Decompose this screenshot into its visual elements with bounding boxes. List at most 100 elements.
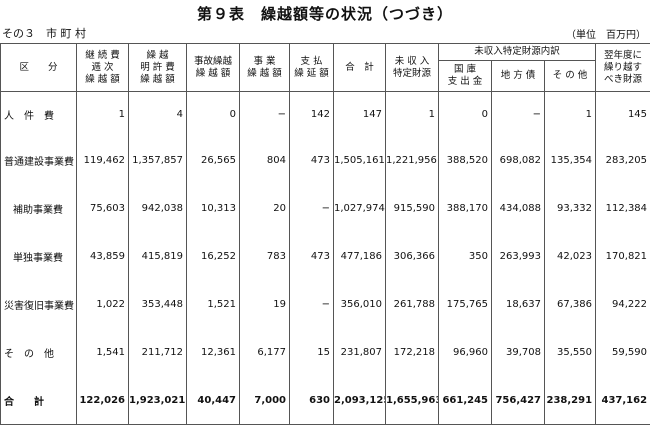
table-cell: 16,252	[186, 232, 240, 280]
table-cell: 2,093,125	[333, 376, 386, 425]
table-cell: −	[289, 280, 334, 328]
unit-label: （単位 百万円）	[566, 30, 646, 41]
table-cell: 135,354	[543, 136, 597, 184]
table-cell: 1,923,021	[128, 376, 187, 425]
table-cell: 20	[239, 184, 290, 232]
table-cell: 170,821	[595, 232, 650, 280]
table-cell: 0	[438, 91, 492, 136]
table-cell: −	[289, 184, 334, 232]
table-cell: 59,590	[595, 328, 650, 376]
table-cell: 39,708	[491, 328, 545, 376]
table-cell: 94,222	[595, 280, 650, 328]
table-cell: 172,218	[385, 328, 439, 376]
row-label-text: そ の 他	[4, 348, 54, 360]
table-cell: 96,960	[438, 328, 492, 376]
table-cell: 1	[543, 91, 597, 136]
table-cell: 353,448	[128, 280, 187, 328]
row-label-text: 単独事業費	[13, 252, 63, 264]
table-cell: 7,000	[239, 376, 290, 425]
table-cell: 175,765	[438, 280, 492, 328]
table-cell: 261,788	[385, 280, 439, 328]
table-row-total: 合 計 122,026 1,923,021 40,447 7,000 630 2,093,1…	[0, 376, 650, 425]
table-row: 普通建設事業費 119,462 1,357,857 26,565 804 473 1,505…	[0, 136, 650, 184]
table-cell: 473	[289, 232, 334, 280]
header-yokunendo: 翌年度に 繰り越す べき財源	[595, 43, 650, 92]
header-uchiwake: 未収入特定財源内訳	[437, 43, 597, 61]
table-cell: 388,170	[438, 184, 492, 232]
table-row: 災害復旧事業費 1,022 353,448 1,521 19−356,010 261,78…	[0, 280, 650, 328]
row-label: 災害復旧事業費	[0, 280, 77, 328]
table-cell: 75,603	[76, 184, 129, 232]
header-keizoku: 継 続 費 逓 次 繰 越 額	[76, 43, 129, 92]
header-kubun: 区 分	[0, 43, 77, 92]
table-cell: 147	[333, 91, 386, 136]
table-cell: 437,162	[595, 376, 650, 425]
header-shiharai: 支 払 繰 延 額	[289, 43, 334, 92]
table-cell: 661,245	[438, 376, 492, 425]
table-cell: 306,366	[385, 232, 439, 280]
table-cell: 477,186	[333, 232, 386, 280]
table-cell: 415,819	[128, 232, 187, 280]
row-label-text: 人 件 費	[4, 110, 54, 122]
table-cell: 0	[186, 91, 240, 136]
table-body: 人 件 費 1 4 0−142 147 1 0−1 145 普通建設事業費 119,462 1,35…	[0, 91, 650, 425]
table-row: 補助事業費 75,603 942,038 10,313 20−1,027,974 915,…	[0, 184, 650, 232]
header-sonota: そ の 他	[543, 60, 597, 92]
header-mishunyu: 未 収 入 特定財源	[385, 43, 439, 92]
table-cell: 15	[289, 328, 334, 376]
header-meikyo: 繰 越 明 許 費 繰 越 額	[128, 43, 187, 92]
table-cell: 35,550	[543, 328, 597, 376]
row-label: 普通建設事業費	[0, 136, 77, 184]
table-row: 単独事業費 43,859 415,819 16,252 783 473 477,186 306…	[0, 232, 650, 280]
table-cell: 211,712	[128, 328, 187, 376]
table-header: 区 分 継 続 費 逓 次 繰 越 額 繰 越 明 許 費 繰 越 額 事故繰越…	[0, 43, 650, 92]
table-cell: 93,332	[543, 184, 597, 232]
header-gokei: 合 計	[333, 43, 386, 92]
table-row: 人 件 費 1 4 0−142 147 1 0−1 145	[0, 91, 650, 136]
table-cell: 1,221,956	[385, 136, 439, 184]
header-jiko: 事故繰越 繰 越 額	[186, 43, 240, 92]
table-cell: 26,565	[186, 136, 240, 184]
table-cell: 42,023	[543, 232, 597, 280]
table-cell: 10,313	[186, 184, 240, 232]
row-label: 補助事業費	[0, 184, 77, 232]
table-cell: 1,505,161	[333, 136, 386, 184]
table-subtitle: その３ 市 町 村	[2, 27, 86, 40]
table-cell: 473	[289, 136, 334, 184]
row-label: 人 件 費	[0, 91, 77, 136]
table-cell: 350	[438, 232, 492, 280]
header-jigyo: 事 業 繰 越 額	[239, 43, 290, 92]
table-cell: 756,427	[491, 376, 545, 425]
table-cell: 942,038	[128, 184, 187, 232]
table-cell: 67,386	[543, 280, 597, 328]
header-chihosai: 地 方 債	[491, 60, 545, 92]
table-row: そ の 他 1,541 211,712 12,361 6,177 15 231,807 172…	[0, 328, 650, 376]
table-cell: 1	[76, 91, 129, 136]
table-cell: 145	[595, 91, 650, 136]
table-cell: 1,027,974	[333, 184, 386, 232]
table-cell: 19	[239, 280, 290, 328]
table-cell: 231,807	[333, 328, 386, 376]
table-cell: 698,082	[491, 136, 545, 184]
table-cell: 1,541	[76, 328, 129, 376]
table-cell: 783	[239, 232, 290, 280]
table-cell: 6,177	[239, 328, 290, 376]
table-cell: 283,205	[595, 136, 650, 184]
row-label-text: 普通建設事業費	[4, 156, 74, 168]
table-cell: 40,447	[186, 376, 240, 425]
table-cell: 356,010	[333, 280, 386, 328]
table-cell: 1,022	[76, 280, 129, 328]
table-cell: 18,637	[491, 280, 545, 328]
table-cell: 43,859	[76, 232, 129, 280]
table-cell: −	[239, 91, 290, 136]
table-cell: 915,590	[385, 184, 439, 232]
row-label: そ の 他	[0, 328, 77, 376]
table-cell: 263,993	[491, 232, 545, 280]
table-cell: 434,088	[491, 184, 545, 232]
carryover-table: 区 分 継 続 費 逓 次 繰 越 額 繰 越 明 許 費 繰 越 額 事故繰越…	[0, 43, 650, 425]
row-label: 合 計	[0, 376, 77, 425]
table-cell: 1,521	[186, 280, 240, 328]
row-label-text: 合 計	[4, 396, 44, 408]
table-cell: 1	[385, 91, 439, 136]
row-label: 単独事業費	[0, 232, 77, 280]
